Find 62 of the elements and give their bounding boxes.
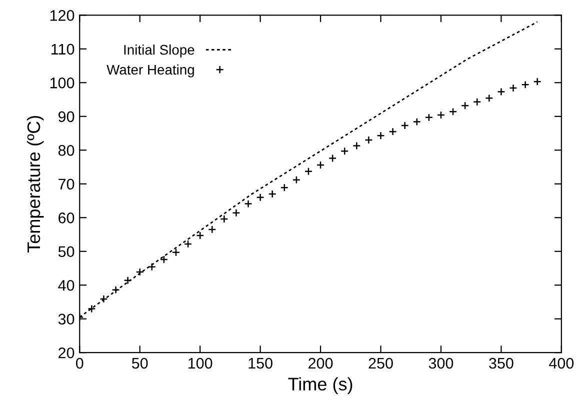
point [340, 147, 349, 156]
point [220, 214, 228, 224]
point [448, 108, 458, 116]
x-tick-label: 0 [76, 358, 84, 369]
point [88, 304, 96, 313]
y-tick-label: 40 [58, 280, 74, 291]
point [485, 94, 494, 102]
point [424, 113, 434, 122]
y-tick-label: 70 [58, 178, 74, 190]
y-tick-label: 80 [58, 145, 74, 156]
point [136, 268, 144, 276]
point [256, 193, 264, 202]
x-tick-label: 400 [549, 358, 574, 369]
x-tick-label: 150 [248, 358, 272, 369]
point [100, 294, 108, 304]
point [509, 84, 518, 92]
point [352, 142, 361, 150]
point [304, 167, 313, 176]
point [280, 184, 288, 192]
point [268, 190, 276, 198]
x-tick-label: 300 [428, 358, 454, 369]
x-tick-label: 100 [188, 358, 212, 369]
point [328, 154, 337, 162]
point [400, 121, 409, 130]
point [497, 88, 506, 96]
point [244, 200, 252, 208]
point [232, 208, 240, 217]
y-tick-label: 30 [58, 314, 74, 325]
y-tick-label: 100 [50, 78, 74, 88]
point [184, 240, 192, 248]
point [388, 127, 397, 136]
point [316, 160, 325, 170]
x-axis-title: Time (s) [288, 377, 352, 394]
point [172, 248, 180, 256]
point [473, 98, 482, 106]
y-tick-label: 90 [58, 111, 74, 122]
point [292, 176, 301, 184]
point [364, 136, 373, 144]
point [124, 276, 132, 284]
point [533, 78, 542, 86]
legend-label: Water Heating [106, 64, 194, 78]
legend-label: Initial Slope [124, 44, 194, 58]
point [112, 286, 120, 294]
point [436, 110, 446, 120]
point [148, 262, 156, 271]
point [521, 80, 530, 89]
point [196, 231, 204, 240]
y-axis-title: Temperature (ºC) [26, 116, 44, 252]
y-tick-label: 20 [58, 347, 74, 358]
point [460, 102, 470, 110]
y-tick-label: 110 [52, 44, 74, 55]
y-tick-label: 120 [50, 10, 74, 21]
y-tick-label: 60 [58, 212, 74, 224]
x-tick-label: 50 [132, 358, 148, 369]
point [412, 118, 421, 126]
point [160, 255, 168, 264]
y-tick-label: 50 [58, 246, 74, 258]
x-tick-label: 350 [489, 358, 514, 369]
x-tick-label: 200 [308, 358, 333, 369]
x-tick-label: 250 [368, 358, 393, 369]
point [208, 225, 216, 234]
point [376, 132, 385, 140]
